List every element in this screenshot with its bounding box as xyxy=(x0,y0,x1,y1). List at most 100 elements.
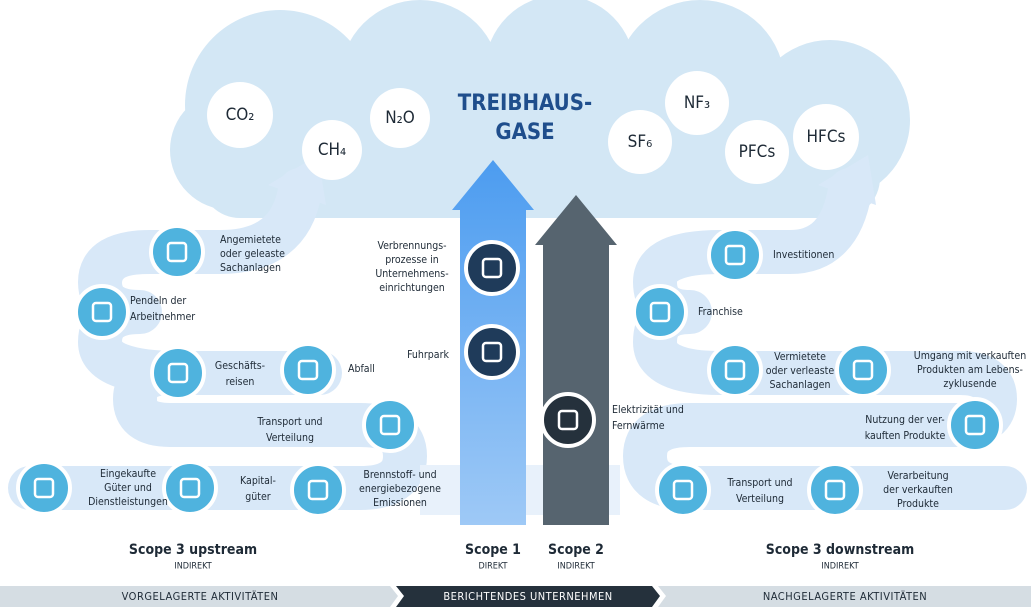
node-icon xyxy=(707,342,763,398)
node-label: Verarbeitung xyxy=(887,470,948,482)
gas-bubble xyxy=(370,88,430,148)
scope-name: Scope 3 upstream xyxy=(129,542,257,558)
gas-label: SF₆ xyxy=(628,132,653,152)
node-label: kauften Produkte xyxy=(865,430,946,442)
icon-glyph xyxy=(964,414,986,436)
title: TREIBHAUS- xyxy=(458,91,592,116)
node-label: Arbeitnehmer xyxy=(130,311,195,323)
icon-glyph xyxy=(167,362,189,384)
icon-glyph xyxy=(481,341,503,363)
icon-glyph xyxy=(297,359,319,381)
icon-glyph xyxy=(824,479,846,501)
node-label: Transport und xyxy=(256,416,322,428)
node-label: der verkauften xyxy=(883,484,953,496)
node-label: Verbrennungs- xyxy=(377,240,446,252)
node-label: oder geleaste xyxy=(220,248,285,260)
node-icon xyxy=(362,397,418,453)
title: GASE xyxy=(495,120,554,145)
node-label: Franchise xyxy=(698,306,743,318)
gas-bubble xyxy=(793,104,859,170)
node-label: Dienstleistungen xyxy=(88,496,168,508)
downstream-arrowhead xyxy=(818,155,876,205)
icon-glyph xyxy=(649,301,671,323)
node-label: einrichtungen xyxy=(379,282,445,294)
icon-glyph xyxy=(33,477,55,499)
scope-name: Scope 3 downstream xyxy=(766,542,914,558)
node-label: Elektrizität und xyxy=(612,404,684,416)
icon-glyph xyxy=(481,257,503,279)
node-icon xyxy=(150,345,206,401)
gas-bubble xyxy=(725,120,789,184)
icon-glyph xyxy=(166,241,188,263)
icon-glyph xyxy=(672,479,694,501)
node-label: Emissionen xyxy=(373,497,427,509)
node-icon xyxy=(655,462,711,518)
node-label: Unternehmens- xyxy=(375,268,448,280)
banner-label: VORGELAGERTE AKTIVITÄTEN xyxy=(122,590,279,603)
node-label: Produkte xyxy=(897,498,939,510)
icon-glyph xyxy=(91,301,113,323)
banner-label: BERICHTENDES UNTERNEHMEN xyxy=(443,590,612,603)
gas-bubble xyxy=(207,82,273,148)
node-label: Sachanlagen xyxy=(220,262,281,274)
node-label: Pendeln der xyxy=(130,295,186,307)
node-label: Güter und xyxy=(104,482,152,494)
scope-kind: INDIREKT xyxy=(174,562,211,572)
icon-glyph xyxy=(724,244,746,266)
icon-glyph xyxy=(724,359,746,381)
node-label: Verteilung xyxy=(266,432,314,444)
node-icon xyxy=(74,284,130,340)
scope-name: Scope 1 xyxy=(465,542,521,558)
scope-name: Scope 2 xyxy=(548,542,604,558)
node-icon xyxy=(835,342,891,398)
node-label: Verteilung xyxy=(736,493,784,505)
gas-label: PFCs xyxy=(739,142,776,162)
icon-glyph xyxy=(557,409,579,431)
banner xyxy=(0,586,1031,607)
node-label: oder verleaste xyxy=(766,365,835,377)
scope2-arrow xyxy=(535,195,617,525)
node-icon xyxy=(464,324,520,380)
gas-label: HFCs xyxy=(807,127,846,147)
gas-label: NF₃ xyxy=(684,93,710,113)
node-label: Vermietete xyxy=(774,351,826,363)
icon-glyph xyxy=(852,359,874,381)
node-label: Nutzung der ver- xyxy=(865,414,944,426)
node-label: Sachanlagen xyxy=(770,379,831,391)
node-label: Produkten am Lebens- xyxy=(917,364,1023,376)
node-icon xyxy=(162,460,218,516)
node-icon xyxy=(16,460,72,516)
node-icon xyxy=(807,462,863,518)
gas-bubble xyxy=(302,120,362,180)
icon-glyph xyxy=(307,479,329,501)
icon-glyph xyxy=(379,414,401,436)
node-icon xyxy=(149,224,205,280)
node-label: Eingekaufte xyxy=(100,468,156,480)
node-label: Abfall xyxy=(348,363,375,375)
node-icon xyxy=(540,392,596,448)
node-label: prozesse in xyxy=(385,254,438,266)
gas-bubble xyxy=(608,110,672,174)
node-label: Geschäfts- xyxy=(215,360,265,372)
node-icon xyxy=(707,227,763,283)
node-label: güter xyxy=(245,491,271,503)
node-label: Fuhrpark xyxy=(407,349,449,361)
node-label: Kapital- xyxy=(240,475,276,487)
node-label: Umgang mit verkauften xyxy=(914,350,1026,362)
node-icon xyxy=(290,462,346,518)
node-icon xyxy=(947,397,1003,453)
node-label: Investitionen xyxy=(773,249,834,261)
gas-label: N₂O xyxy=(385,108,415,128)
node-label: Brennstoff- und xyxy=(363,469,436,481)
scope-kind: DIREKT xyxy=(479,562,508,572)
scope-kind: INDIREKT xyxy=(821,562,858,572)
node-label: energiebezogene xyxy=(359,483,441,495)
icon-glyph xyxy=(179,477,201,499)
node-icon xyxy=(464,240,520,296)
gas-bubble xyxy=(665,71,729,135)
node-label: Fernwärme xyxy=(612,420,665,432)
node-label: zyklusende xyxy=(943,378,996,390)
node-icon xyxy=(280,342,336,398)
node-label: Transport und xyxy=(726,477,792,489)
